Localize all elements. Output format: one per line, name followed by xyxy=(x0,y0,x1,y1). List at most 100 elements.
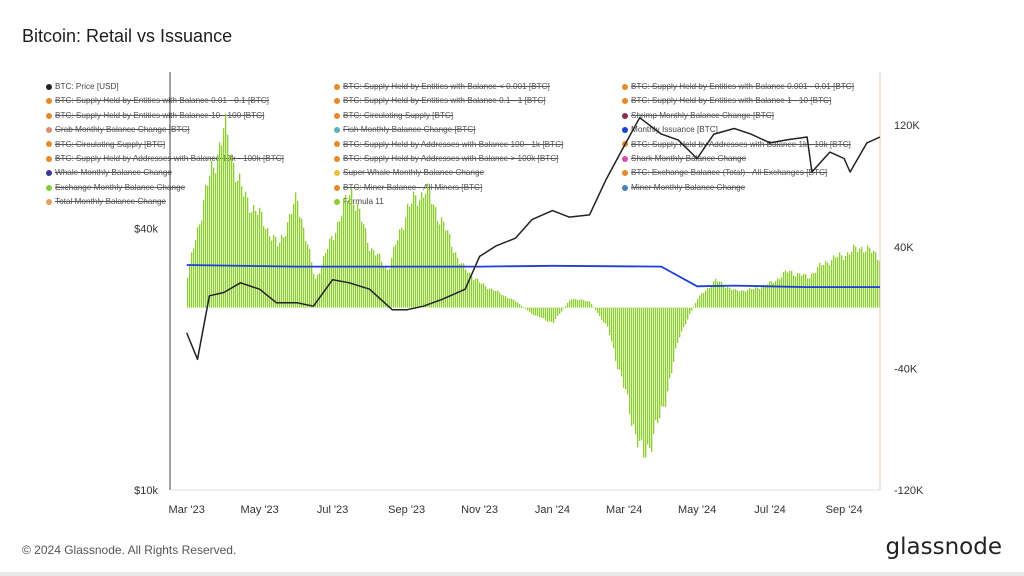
formula-11-bar xyxy=(451,246,453,308)
chart-tick-labels: Mar '23 May '23 Jul '23 Sep '23 Nov '23 Jan '… xyxy=(134,120,924,516)
legend-label: BTC: Supply Held by Addresses with Balan… xyxy=(343,139,564,149)
formula-11-bar xyxy=(441,217,443,308)
formula-11-bar xyxy=(687,307,689,320)
formula-11-bar xyxy=(247,197,249,308)
formula-11-bar xyxy=(839,252,841,308)
legend-item[interactable]: BTC: Supply Held by Entities with Balanc… xyxy=(334,80,622,93)
formula-11-bar xyxy=(715,278,717,308)
formula-11-bar xyxy=(743,290,745,308)
formula-11-bar xyxy=(341,215,343,308)
formula-11-bar xyxy=(553,307,555,323)
legend-item[interactable]: Super Whale Monthly Balance Change xyxy=(334,166,622,179)
formula-11-bar xyxy=(767,284,769,308)
formula-11-bar xyxy=(357,203,359,308)
legend-item[interactable]: Miner Monthly Balance Change xyxy=(622,181,910,194)
formula-11-bar xyxy=(525,307,527,309)
formula-11-bar xyxy=(853,244,855,308)
x-tick-label: May '24 xyxy=(678,504,716,516)
formula-11-bar xyxy=(787,272,789,308)
formula-11-bar xyxy=(849,254,851,308)
legend-item[interactable]: BTC: Circulating Supply [BTC] xyxy=(334,109,622,122)
formula-11-bar xyxy=(873,250,875,308)
formula-11-bar xyxy=(797,272,799,308)
formula-11-bar xyxy=(349,195,351,308)
legend-swatch xyxy=(46,170,52,177)
legend-label: BTC: Supply Held by Addresses with Balan… xyxy=(343,154,559,164)
legend-item[interactable]: BTC: Supply Held by Addresses with Balan… xyxy=(46,152,334,165)
legend-label: Formula 11 xyxy=(343,197,384,207)
legend-item[interactable]: Crab Monthly Balance Change [BTC] xyxy=(46,123,334,136)
formula-11-bar xyxy=(383,266,385,308)
formula-11-bar xyxy=(481,283,483,308)
legend-item[interactable]: BTC: Supply Held by Entities with Balanc… xyxy=(334,94,622,107)
legend-item[interactable]: BTC: Supply Held by Entities with Balanc… xyxy=(622,80,910,93)
formula-11-bar xyxy=(633,307,635,425)
formula-11-bar xyxy=(551,307,553,323)
formula-11-bar xyxy=(195,240,197,308)
legend-item[interactable]: Shark Monthly Balance Change xyxy=(622,152,910,165)
formula-11-bar xyxy=(423,197,425,308)
formula-11-bar xyxy=(273,234,275,308)
legend-item[interactable]: BTC: Supply Held by Entities with Balanc… xyxy=(622,94,910,107)
legend-item[interactable]: BTC: Circulating Supply [BTC] xyxy=(46,138,334,151)
formula-11-bar xyxy=(511,298,513,308)
y-right-tick-label: -40K xyxy=(894,363,918,375)
formula-11-bar xyxy=(537,307,539,317)
y-right-tick-label: -120K xyxy=(894,485,924,497)
formula-11-bar xyxy=(445,230,447,308)
legend-item[interactable]: Fish Monthly Balance Change [BTC] xyxy=(334,123,622,136)
formula-11-bar xyxy=(759,289,761,308)
legend-item[interactable]: Shrimp Monthly Balance Change [BTC] xyxy=(622,109,910,122)
formula-11-bar xyxy=(375,255,377,308)
formula-11-bar xyxy=(737,290,739,308)
formula-11-bar xyxy=(463,263,465,308)
formula-11-bar xyxy=(845,255,847,308)
legend-swatch xyxy=(46,98,52,105)
formula-11-bar xyxy=(401,227,403,308)
legend-item[interactable]: BTC: Supply Held by Entities with Balanc… xyxy=(46,109,334,122)
formula-11-bar xyxy=(227,134,229,308)
legend-item[interactable]: Exchange Monthly Balance Change xyxy=(46,181,334,194)
formula-11-bar xyxy=(783,271,785,308)
formula-11-bar xyxy=(191,252,193,308)
legend-item[interactable]: Total Monthly Balance Change xyxy=(46,195,334,208)
formula-11-bar xyxy=(475,278,477,308)
legend-swatch xyxy=(622,112,628,119)
legend-item[interactable]: BTC: Miner Balance - All Miners [BTC] xyxy=(334,181,622,194)
formula-11-bar xyxy=(369,251,371,308)
formula-11-bar xyxy=(521,305,523,308)
legend-item[interactable]: BTC: Price [USD] xyxy=(46,80,334,93)
formula-11-bar xyxy=(527,307,529,311)
legend-item[interactable]: Whale Monthly Balance Change xyxy=(46,166,334,179)
formula-11-bar xyxy=(841,255,843,308)
legend-item[interactable]: BTC: Supply Held by Addresses with Balan… xyxy=(334,138,622,151)
formula-11-bar xyxy=(395,244,397,308)
formula-11-bar xyxy=(353,204,355,308)
legend-item[interactable]: Formula 11 xyxy=(334,195,622,208)
legend-label: Monthly Issuance [BTC] xyxy=(631,125,718,135)
formula-11-bar xyxy=(249,212,251,308)
legend-item[interactable]: BTC: Supply Held by Addresses with Balan… xyxy=(334,152,622,165)
formula-11-bar xyxy=(565,305,567,308)
formula-11-bar xyxy=(851,251,853,308)
formula-11-bar xyxy=(207,185,209,308)
formula-11-bar xyxy=(837,256,839,308)
glassnode-logo[interactable]: glassnode xyxy=(885,534,1002,560)
legend-item[interactable]: BTC: Exchange Balance (Total) - All Exch… xyxy=(622,166,910,179)
formula-11-bar xyxy=(805,273,807,308)
formula-11-bar xyxy=(575,299,577,308)
formula-11-bar xyxy=(861,246,863,308)
formula-11-bar xyxy=(619,307,621,370)
formula-11-bar xyxy=(671,307,673,374)
formula-11-bar xyxy=(755,287,757,308)
formula-11-bar xyxy=(239,173,241,308)
legend-item[interactable]: Monthly Issuance [BTC] xyxy=(622,123,910,136)
formula-11-bar xyxy=(745,291,747,308)
formula-11-bar xyxy=(377,253,379,308)
formula-11-bar xyxy=(563,307,565,309)
legend-label: BTC: Supply Held by Addresses with Balan… xyxy=(631,139,851,149)
formula-11-bar xyxy=(529,307,531,312)
legend-item[interactable]: BTC: Supply Held by Entities with Balanc… xyxy=(46,94,334,107)
formula-11-bar xyxy=(607,307,609,327)
formula-11-bar xyxy=(657,307,659,424)
